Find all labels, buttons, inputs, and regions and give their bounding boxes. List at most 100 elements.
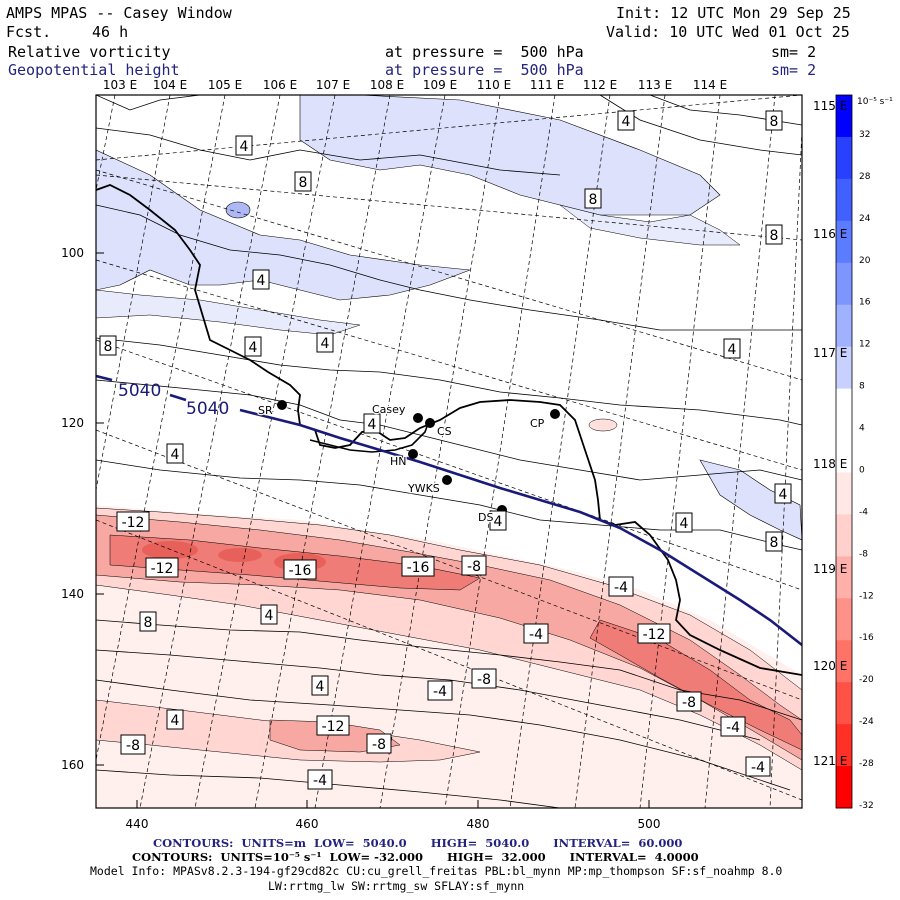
top-longitude-label: 113 E [638,78,672,92]
contour-label: 4 [235,135,253,156]
colorbar-swatch [836,346,852,390]
contour-label: 8 [765,531,783,552]
negative-vorticity-band [588,418,618,432]
init-time: Init: 12 UTC Mon 29 Sep 25 [616,4,851,22]
contour-label-text: -8 [372,737,386,753]
colorbar-tick-label: 32 [859,130,870,140]
colorbar-tick-label: 12 [859,340,870,350]
contour-label: 8 [765,110,783,131]
field2-level: at pressure = 500 hPa [385,61,584,79]
right-longitude-label: 115 E [813,99,847,113]
contour-label-text: 4 [680,516,689,532]
contour-label: 4 [244,336,262,357]
contour-label: -8 [120,734,146,755]
colorbar-tick-label: -28 [859,759,874,769]
station-marker [413,413,423,423]
contour-label-text: -16 [407,560,430,576]
colorbar-swatch [836,262,852,306]
colorbar-tick-label: -16 [859,633,874,643]
station-marker [425,418,435,428]
contour-label-text: 8 [770,535,779,551]
top-longitude-label: 110 E [477,78,511,92]
colorbar-swatch [836,556,852,599]
contour-label: -16 [401,556,435,577]
model-info-line2: LW:rrtmg_lw SW:rrtmg_sw SFLAY:sf_mynn [268,879,525,893]
height-contour-info: CONTOURS: UNITS=m LOW= 5040.0 HIGH= 5040… [153,836,683,850]
height-contour-5040 [96,374,802,647]
forecast-hours: 46 h [92,23,129,41]
contour-label-text: -4 [614,580,628,596]
vorticity-contours [96,95,802,808]
station-label: CS [437,425,452,438]
axis-ticks [96,252,650,808]
contour-label: -8 [471,668,497,689]
colorbar-tick-label: 8 [859,382,865,392]
contour-label: 4 [363,413,381,434]
x-tick-label: 460 [296,817,319,831]
contour-label-text: 8 [299,175,308,191]
top-longitude-label: 112 E [583,78,617,92]
contour-label-text: -4 [529,627,543,643]
forecast-label: Fcst. [6,23,52,41]
contour-label-text: 4 [171,713,180,729]
positive-vorticity-area [299,95,721,216]
station-label: HN [390,455,407,468]
colorbar: 32 28 24 20 16 12 8 4 0 -4 -8 -12 -16 -20 -24 -28 -32 10⁻… [835,94,893,811]
station-label: CP [530,417,545,430]
colorbar-tick-label: 0 [859,465,865,475]
contour-label-text: 8 [104,339,113,355]
colorbar-tick-label: 24 [859,214,871,224]
contour-label: -12 [316,715,350,736]
station-label: HN [390,455,407,468]
colorbar-tick-label: -32 [859,801,874,811]
colorbar-swatch [836,430,852,473]
contour-label: 4 [252,269,270,290]
coastline [96,184,802,676]
right-longitude-label: 119 E [813,562,847,576]
station-label: CP [530,417,545,430]
field1-smoothing: sm= 2 [771,43,817,61]
field1-name: Relative vorticity [8,43,171,61]
colorbar-swatch [836,682,852,725]
colorbar-tick-label: -12 [859,591,874,601]
contour-label-text: 4 [779,487,788,503]
negative-vorticity-band [589,619,802,751]
contour-label: 8 [139,611,157,632]
contour-label-text: -4 [726,720,740,736]
station-label: CS [437,425,452,438]
colorbar-swatch [836,136,852,180]
contour-label-text: -8 [467,559,481,575]
contour-label: -16 [283,559,317,580]
colorbar-swatch [836,388,852,432]
colorbar-tick-label: -4 [859,507,868,517]
contour-label-text: 4 [728,342,737,358]
colorbar-swatch [836,178,852,222]
contour-label-text: 8 [589,192,598,208]
contour-label-text: 4 [265,608,274,624]
contour-label-text: 4 [316,679,325,695]
contour-label: -12 [637,623,671,644]
contour-label: -12 [116,511,150,532]
axis-labels: 103 E 104 E 105 E 106 E 107 E 108 E 109 E 110 E… [61,78,847,831]
contour-label: 4 [774,483,792,504]
contour-label-text: 4 [494,514,503,530]
contour-label: -4 [523,623,549,644]
colorbar-tick-label: -24 [859,717,874,727]
colorbar-tick-label: -8 [859,549,868,559]
right-longitude-label: 117 E [813,346,847,360]
contour-label-text: 8 [770,114,779,130]
top-longitude-label: 111 E [530,78,564,92]
x-tick-label: 480 [467,817,490,831]
positive-vorticity-area [96,289,361,336]
contour-label: 4 [675,512,693,533]
contour-label-text: -8 [477,672,491,688]
station-marker [408,449,418,459]
contour-label-text: -12 [322,719,345,735]
contour-label: -4 [720,716,746,737]
station-marker [550,409,560,419]
right-longitude-label: 116 E [813,227,847,241]
colorbar-frame [835,94,853,809]
colorbar-swatch [836,640,852,683]
positive-vorticity-area [225,201,251,219]
